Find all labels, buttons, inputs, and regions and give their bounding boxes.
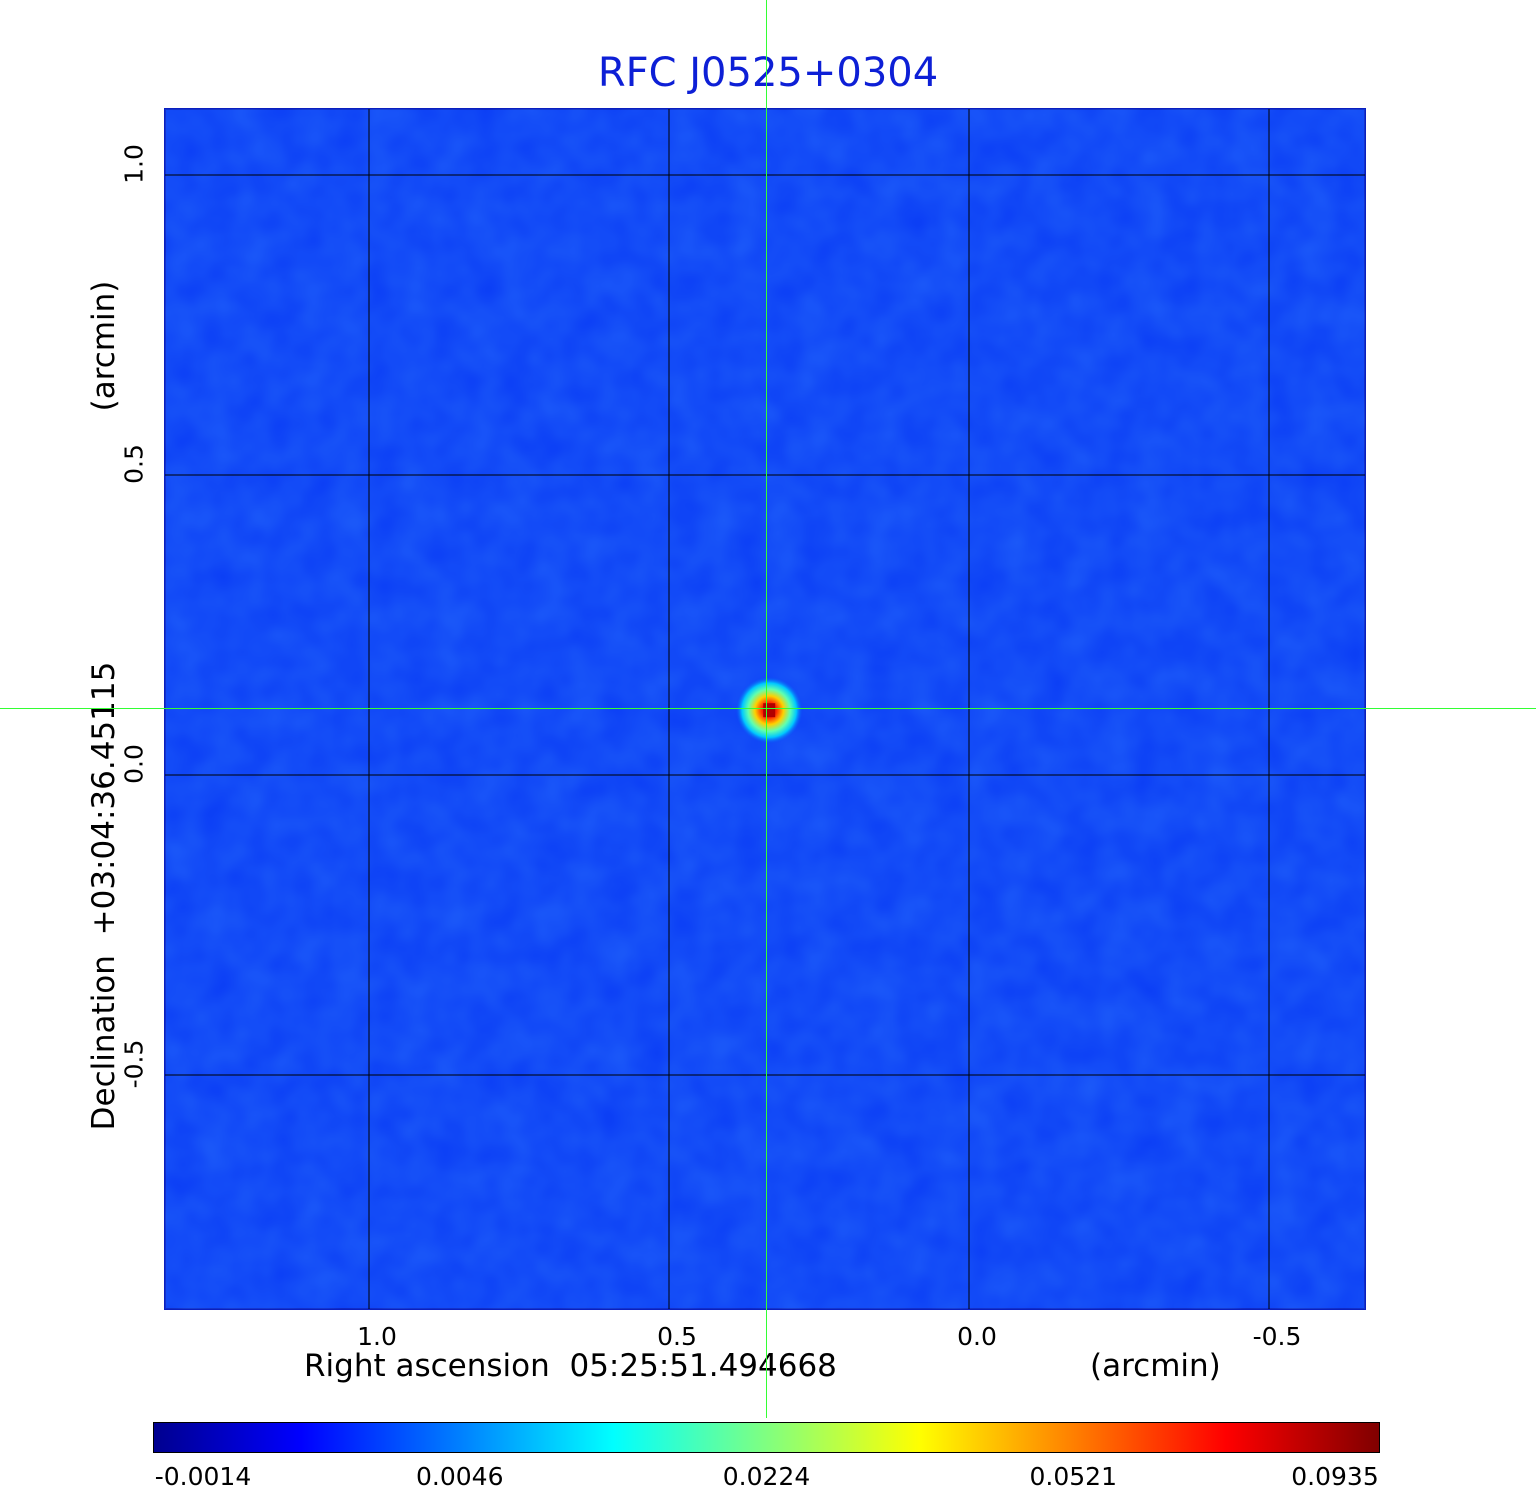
colorbar-tick-label: -0.0014 [154, 1462, 252, 1491]
crosshair-vertical [766, 0, 767, 1418]
colorbar-tick-label: 0.0224 [722, 1462, 811, 1491]
y-tick-label: 0.5 [119, 444, 149, 484]
x-axis-label: Right ascension 05:25:51.494668 [304, 1348, 837, 1384]
colorbar-tick-label: 0.0521 [1029, 1462, 1117, 1491]
x-tick-label: 1.0 [357, 1322, 397, 1351]
y-tick-label: -0.5 [119, 1039, 149, 1089]
colorbar-tick-label: 0.0935 [1291, 1462, 1379, 1491]
chart-title: RFC J0525+0304 [597, 50, 939, 96]
x-tick-label: -0.5 [1252, 1322, 1302, 1351]
x-axis-unit: (arcmin) [1090, 1348, 1221, 1384]
y-axis-label: Declination +03:04:36.45115 [86, 661, 122, 1131]
source-peak-pixel [763, 703, 776, 718]
y-tick-label: 1.0 [119, 144, 149, 184]
colorbar [153, 1422, 1380, 1453]
y-axis-unit: (arcmin) [86, 280, 122, 412]
x-tick-label: 0.5 [657, 1322, 697, 1351]
grid-lines [165, 109, 1365, 1309]
x-tick-label: 0.0 [957, 1322, 997, 1351]
crosshair-horizontal [0, 708, 1536, 709]
y-tick-label: 0.0 [119, 744, 149, 784]
heatmap-plot[interactable] [0, 0, 1536, 1420]
colorbar-tick-label: 0.0046 [416, 1462, 504, 1491]
